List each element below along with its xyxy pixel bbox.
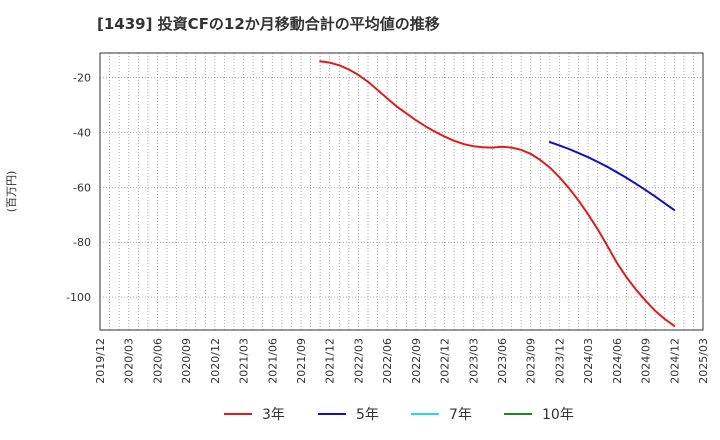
y-tick-label: -100 [66,291,91,304]
y-axis-ticks: -20 -40 -60 -80 -100 [66,72,91,304]
series-lines [319,60,676,327]
series-line [548,141,676,212]
x-tick-label: 2021/03 [238,338,251,384]
y-tick-label: -40 [73,127,91,140]
legend-swatch [318,413,346,415]
legend-item: 10年 [504,402,574,426]
x-tick-label: 2022/06 [381,338,394,384]
y-tick-label: -20 [73,72,91,85]
grid-lines [100,53,703,330]
x-tick-label: 2024/09 [640,338,653,384]
legend-label: 10年 [542,407,574,423]
chart-title: [1439] 投資CFの12か月移動合計の平均値の推移 [97,15,440,33]
x-tick-label: 2024/03 [582,338,595,384]
legend-item: 5年 [318,402,379,426]
x-tick-label: 2020/09 [180,338,193,384]
legend-label: 7年 [449,407,472,423]
x-tick-label: 2023/09 [525,338,538,384]
x-tick-label: 2020/03 [123,338,136,384]
x-tick-label: 2023/03 [467,338,480,384]
legend-swatch [411,413,439,415]
x-tick-label: 2022/03 [352,338,365,384]
plot-frame [99,52,704,331]
legend-item: 7年 [411,402,472,426]
y-axis-label: (百万円) [5,171,18,213]
x-tick-label: 2021/12 [324,338,337,384]
legend: 3年 5年 7年 10年 [0,402,720,426]
x-tick-label: 2019/12 [94,338,107,384]
x-tick-label: 2021/06 [266,338,279,384]
legend-swatch [224,413,252,415]
x-tick-label: 2020/06 [151,338,164,384]
x-tick-label: 2023/12 [553,338,566,384]
x-axis-ticks: 2019/12 2020/03 2020/06 2020/09 2020/12 2021/… [94,338,710,384]
x-tick-label: 2025/03 [697,338,710,384]
x-tick-label: 2023/06 [496,338,509,384]
legend-item: 3年 [224,402,285,426]
x-tick-label: 2021/09 [295,338,308,384]
legend-label: 3年 [262,407,285,423]
y-tick-label: -60 [73,181,91,194]
x-tick-label: 2022/12 [439,338,452,384]
x-tick-label: 2022/09 [410,338,423,384]
x-tick-label: 2024/12 [668,338,681,384]
series-line [319,60,676,327]
x-tick-label: 2024/06 [611,338,624,384]
legend-label: 5年 [356,407,379,423]
legend-swatch [504,413,532,415]
y-tick-label: -80 [73,236,91,249]
x-tick-label: 2020/12 [209,338,222,384]
